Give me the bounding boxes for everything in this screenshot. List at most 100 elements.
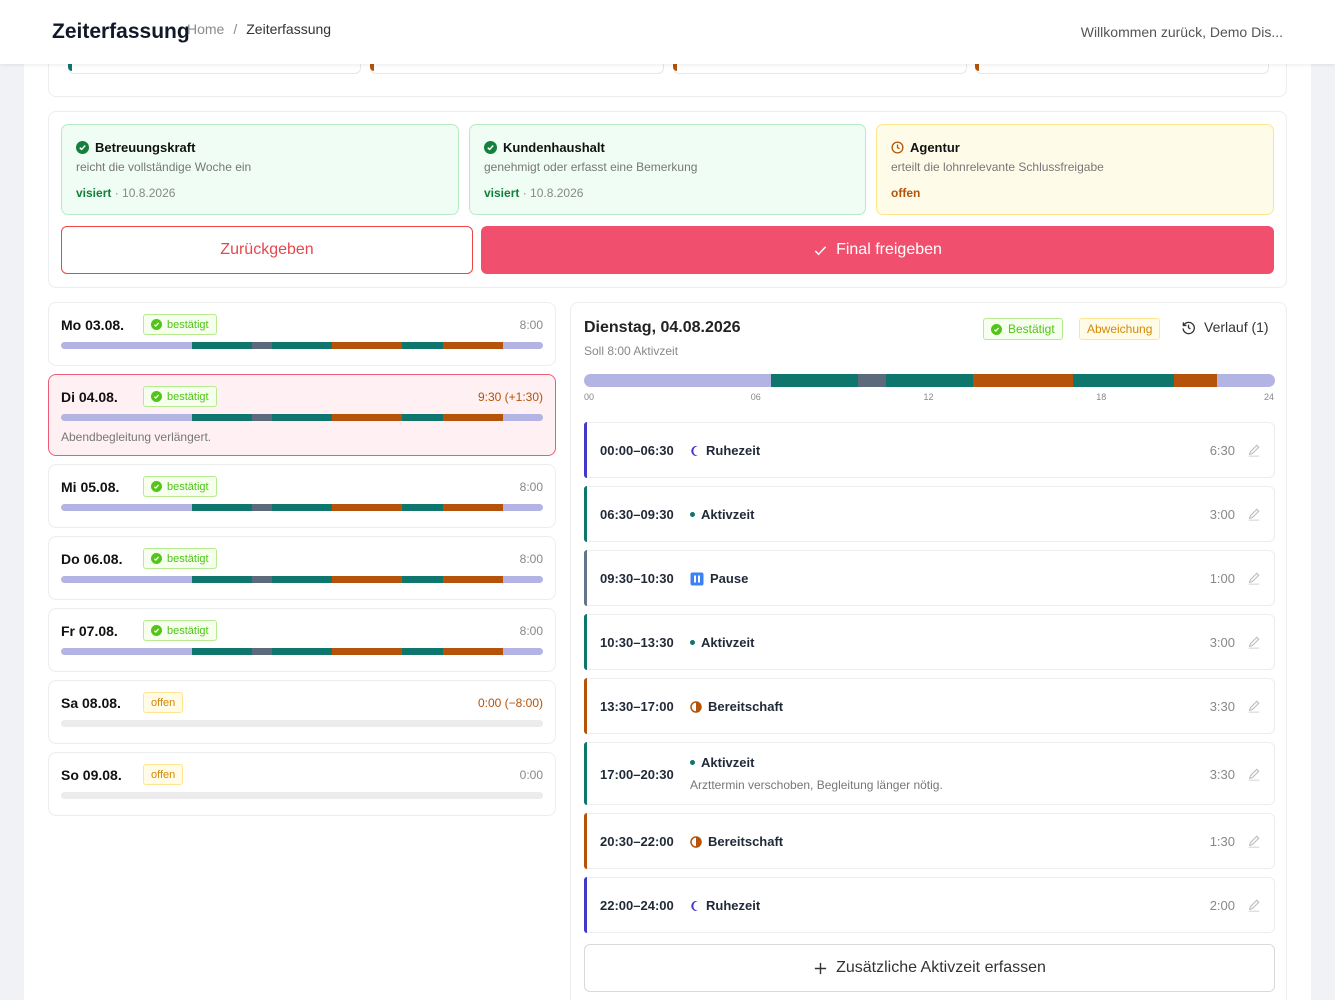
segment-active: [1073, 374, 1175, 387]
approval-description: genehmigt oder erfasst eine Bemerkung: [484, 160, 698, 174]
entry-duration: 3:30: [1209, 766, 1235, 782]
day-card[interactable]: Do 06.08. bestätigt 8:00: [48, 536, 556, 600]
breadcrumb-current: Zeiterfassung: [246, 21, 332, 37]
entry-time: 00:00–06:30: [600, 443, 674, 458]
day-card[interactable]: Mi 05.08. bestätigt 8:00: [48, 464, 556, 528]
edit-icon[interactable]: [1247, 507, 1261, 521]
approval-status: offen: [891, 186, 921, 200]
segment-active: [191, 648, 252, 655]
day-card[interactable]: Sa 08.08. offen 0:00 (−8:00): [48, 680, 556, 744]
segment-active: [271, 414, 333, 421]
clock-icon: [891, 141, 904, 154]
entry-time: 22:00–24:00: [600, 898, 674, 913]
time-entry[interactable]: 09:30–10:30 Pause 1:00: [584, 550, 1275, 606]
day-hours: 0:00: [519, 768, 543, 782]
detail-status-label: Bestätigt: [1008, 322, 1055, 336]
segment-standby: [1174, 374, 1218, 387]
edit-icon[interactable]: [1247, 635, 1261, 649]
detail-title: Dienstag, 04.08.2026: [584, 319, 741, 336]
segment-pause: [251, 504, 272, 511]
day-card[interactable]: Mo 03.08. bestätigt 8:00: [48, 302, 556, 366]
time-entry[interactable]: 00:00–06:30 Ruhezeit 6:30: [584, 422, 1275, 478]
edit-icon[interactable]: [1247, 699, 1261, 713]
approval-card-betreuungskraft: Betreuungskraft reicht die vollständige …: [61, 124, 459, 215]
edit-icon[interactable]: [1247, 767, 1261, 781]
dot-icon: [690, 760, 695, 765]
edit-icon[interactable]: [1247, 443, 1261, 457]
entry-time: 13:30–17:00: [600, 699, 674, 714]
time-entry[interactable]: 20:30–22:00 Bereitschaft 1:30: [584, 813, 1275, 869]
breadcrumb: Home / Zeiterfassung: [187, 21, 331, 37]
day-status-label: bestätigt: [167, 318, 209, 331]
segment-active: [271, 648, 333, 655]
entry-type: Ruhezeit: [690, 898, 760, 913]
segment-active: [191, 414, 252, 421]
entry-accent: [584, 486, 587, 542]
entry-type-label: Bereitschaft: [708, 834, 784, 849]
approval-panel: Betreuungskraft reicht die vollständige …: [48, 111, 1287, 288]
segment-active: [191, 342, 252, 349]
segment-rest: [502, 342, 543, 349]
history-icon: [1182, 321, 1195, 334]
segment-rest: [1217, 374, 1275, 387]
day-card[interactable]: So 09.08. offen 0:00: [48, 752, 556, 816]
plus-icon: [814, 962, 827, 974]
time-entry[interactable]: 10:30–13:30 Aktivzeit 3:00: [584, 614, 1275, 670]
day-label: Mo 03.08.: [61, 317, 125, 333]
segment-standby: [332, 648, 403, 655]
breadcrumb-home[interactable]: Home: [187, 21, 225, 37]
final-approve-button[interactable]: Final freigeben: [481, 226, 1274, 274]
day-label: Di 04.08.: [61, 389, 118, 405]
history-label: Verlauf (1): [1204, 319, 1269, 335]
pause-icon: [690, 572, 704, 586]
segment-pause: [251, 342, 272, 349]
timeline-tick: 06: [750, 392, 761, 402]
segment-active: [402, 576, 443, 583]
return-button[interactable]: Zurückgeben: [61, 226, 473, 274]
entry-time: 06:30–09:30: [600, 507, 674, 522]
day-hours: 8:00: [519, 552, 543, 566]
day-note: Abendbegleitung verlängert.: [61, 430, 212, 444]
segment-active: [402, 504, 443, 511]
final-approve-label: Final freigeben: [836, 241, 942, 258]
segment-standby: [332, 414, 403, 421]
segment-standby: [442, 504, 503, 511]
entry-duration: 2:00: [1209, 898, 1235, 913]
check-circle-icon: [151, 481, 162, 492]
day-hours: 9:30 (+1:30): [477, 390, 543, 404]
time-entry[interactable]: 17:00–20:30 Aktivzeit Arzttermin verschobe…: [584, 742, 1275, 805]
edit-icon[interactable]: [1247, 834, 1261, 848]
day-bar: [61, 576, 543, 583]
time-entry[interactable]: 22:00–24:00 Ruhezeit 2:00: [584, 877, 1275, 933]
welcome-text[interactable]: Willkommen zurück, Demo Dis...: [1080, 24, 1283, 40]
add-activity-button[interactable]: Zusätzliche Aktivzeit erfassen: [584, 944, 1275, 992]
dot-icon: [690, 640, 695, 645]
edit-icon[interactable]: [1247, 571, 1261, 585]
main-content: Betreuungskraft reicht die vollständige …: [24, 60, 1311, 1000]
segment-standby: [332, 576, 403, 583]
approval-status: visiert: [76, 186, 112, 200]
segment-standby: [442, 414, 503, 421]
segment-rest: [502, 576, 543, 583]
check-circle-icon: [151, 319, 162, 330]
entry-type-label: Aktivzeit: [701, 755, 755, 770]
top-bar: Zeiterfassung Home / Zeiterfassung Willk…: [0, 0, 1335, 64]
history-button[interactable]: Verlauf (1): [1181, 319, 1269, 335]
edit-icon[interactable]: [1247, 898, 1261, 912]
half-circle-icon: [690, 700, 702, 713]
day-card[interactable]: Di 04.08. bestätigt 9:30 (+1:30) Abendbegle…: [48, 374, 556, 456]
time-entry[interactable]: 13:30–17:00 Bereitschaft 3:30: [584, 678, 1275, 734]
day-card[interactable]: Fr 07.08. bestätigt 8:00: [48, 608, 556, 672]
segment-standby: [332, 342, 403, 349]
timeline-tick: 12: [923, 392, 934, 402]
time-entry[interactable]: 06:30–09:30 Aktivzeit 3:00: [584, 486, 1275, 542]
segment-standby: [442, 576, 503, 583]
detail-subtitle: Soll 8:00 Aktivzeit: [584, 344, 679, 358]
day-status-label: bestätigt: [167, 552, 209, 565]
moon-icon: [690, 900, 700, 912]
deviation-badge: Abweichung: [1079, 318, 1161, 340]
day-hours: 8:00: [519, 480, 543, 494]
entry-time: 10:30–13:30: [600, 635, 674, 650]
entry-type-label: Aktivzeit: [701, 635, 755, 650]
segment-pause: [251, 414, 272, 421]
